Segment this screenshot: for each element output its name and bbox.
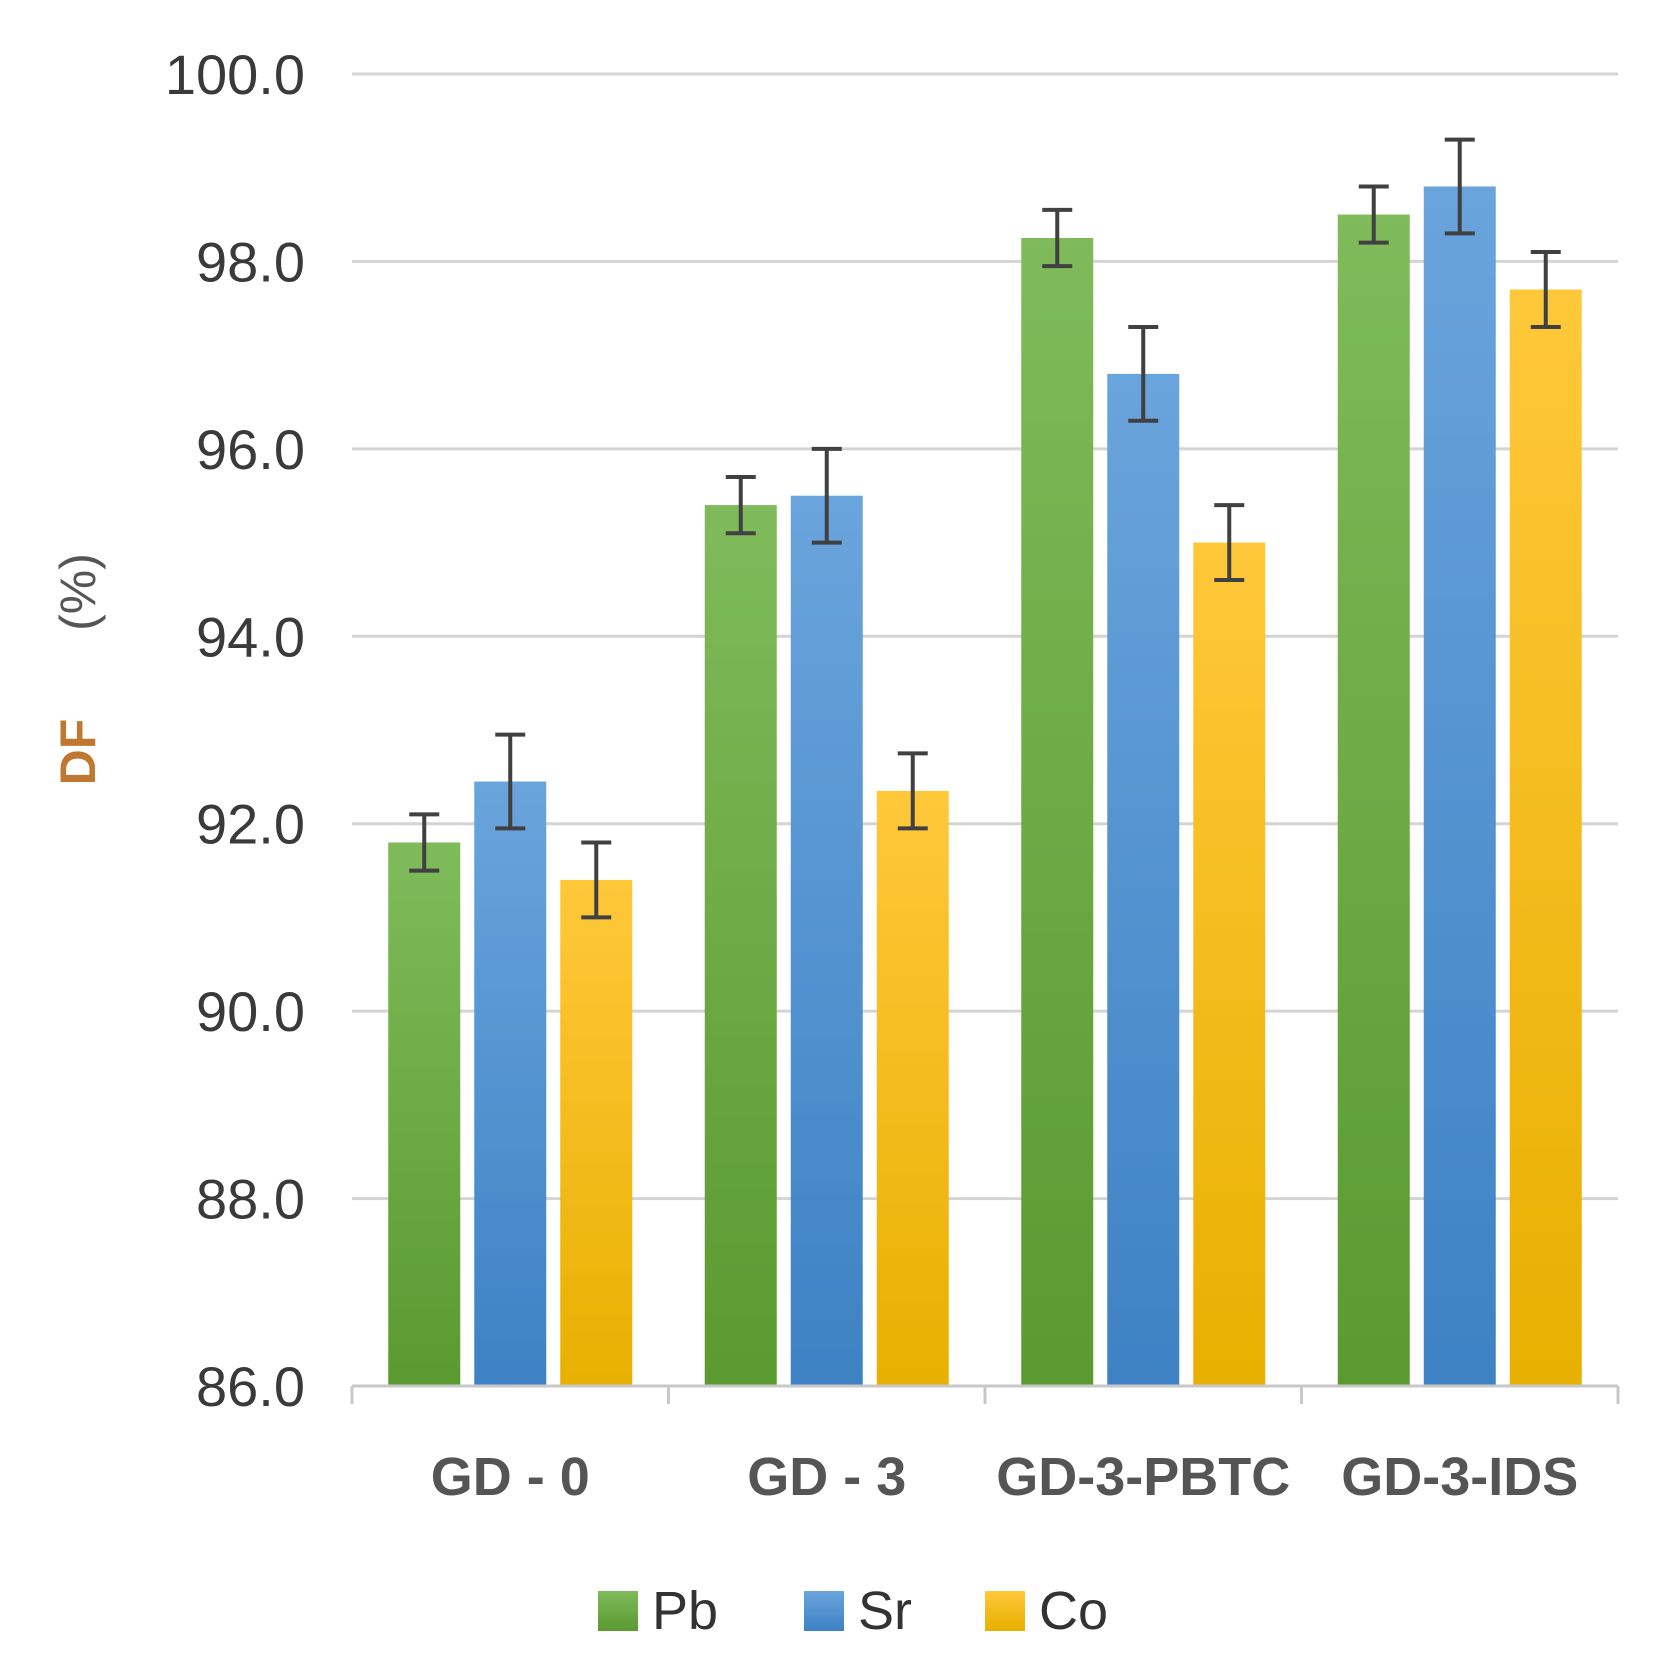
bar-pb bbox=[704, 505, 777, 1387]
category-label: GD-3-PBTC bbox=[996, 1447, 1290, 1507]
category-label: GD - 0 bbox=[431, 1447, 590, 1507]
category-label: GD - 3 bbox=[747, 1447, 906, 1507]
legend-label-sr: Sr bbox=[858, 1581, 912, 1641]
y-tick-label: 96.0 bbox=[196, 418, 305, 481]
bar-co bbox=[876, 790, 949, 1386]
legend-label-pb: Pb bbox=[652, 1581, 718, 1641]
legend: Pb Sr Co bbox=[598, 1581, 1108, 1641]
error-bar bbox=[1042, 207, 1073, 269]
legend-swatch-pb bbox=[598, 1591, 638, 1631]
bar-co bbox=[1509, 289, 1582, 1386]
y-tick-label: 88.0 bbox=[196, 1168, 305, 1231]
bar-sr bbox=[1423, 186, 1496, 1386]
legend-label-co: Co bbox=[1039, 1581, 1108, 1641]
legend-swatch-co bbox=[985, 1591, 1025, 1631]
error-bar bbox=[1214, 503, 1245, 583]
category-labels: GD - 0 GD - 3 GD-3-PBTC GD-3-IDS bbox=[431, 1447, 1579, 1507]
category-label: GD-3-IDS bbox=[1341, 1447, 1578, 1507]
error-bar bbox=[1358, 184, 1389, 245]
error-bar bbox=[409, 812, 440, 873]
bar-sr bbox=[1107, 373, 1180, 1386]
bar-co bbox=[1193, 542, 1266, 1386]
error-bar bbox=[897, 751, 928, 831]
error-bar bbox=[1128, 325, 1159, 423]
bar-pb bbox=[388, 842, 461, 1386]
error-bar bbox=[1530, 250, 1561, 330]
bar-pb bbox=[1337, 214, 1410, 1387]
y-tick-label: 100.0 bbox=[165, 43, 305, 106]
y-tick-label: 90.0 bbox=[196, 980, 305, 1043]
y-axis-unit: (%) bbox=[50, 553, 106, 631]
bar-sr bbox=[790, 495, 863, 1386]
bar-co bbox=[560, 879, 633, 1386]
error-bar bbox=[495, 732, 526, 831]
error-bar bbox=[1444, 137, 1475, 236]
y-axis-ticks: 86.0 88.0 90.0 92.0 94.0 96.0 98.0 100.0 bbox=[165, 43, 305, 1418]
error-bar bbox=[811, 446, 842, 545]
y-tick-label: 86.0 bbox=[196, 1355, 305, 1418]
bars bbox=[388, 186, 1582, 1387]
legend-swatch-sr bbox=[804, 1591, 844, 1631]
error-bars bbox=[409, 137, 1561, 920]
error-bar bbox=[725, 474, 756, 536]
x-axis bbox=[350, 1384, 1620, 1404]
y-tick-label: 98.0 bbox=[196, 230, 305, 293]
error-bar bbox=[581, 840, 612, 920]
y-axis-title: DF bbox=[50, 719, 106, 786]
y-tick-label: 92.0 bbox=[196, 793, 305, 856]
y-tick-label: 94.0 bbox=[196, 605, 305, 668]
bar-pb bbox=[1021, 238, 1094, 1386]
bar-sr bbox=[474, 781, 547, 1386]
y-axis-label: DF (%) bbox=[50, 553, 106, 785]
